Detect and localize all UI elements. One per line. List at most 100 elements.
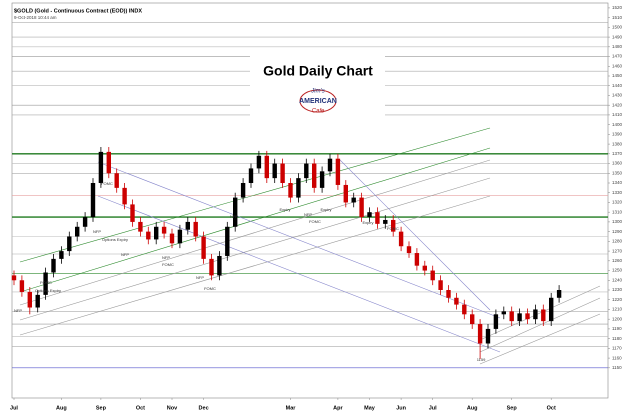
chart-title: Gold Daily Chart (263, 63, 373, 79)
candle-body (217, 255, 222, 276)
y-tick-label: 1320 (612, 200, 623, 205)
candle-body (225, 226, 230, 256)
logo-text: AMERICAN (299, 98, 337, 105)
candle-body (82, 217, 88, 227)
candle-body (193, 221, 198, 237)
candle-body (304, 163, 309, 179)
candle-body (177, 229, 183, 244)
x-tick-label: Aug (467, 405, 478, 411)
y-tick-label: 1390 (612, 132, 623, 137)
candle-body (319, 171, 325, 188)
x-tick-label: Sep (507, 405, 518, 411)
candle-body (549, 297, 554, 322)
candle-body (375, 212, 380, 224)
logo-text: Jim's (310, 89, 324, 95)
trend-line (479, 285, 601, 341)
candle-body (525, 313, 530, 320)
x-tick-label: Aug (56, 405, 67, 411)
logo-ring (299, 89, 337, 113)
candle-body (90, 183, 96, 218)
candle-body (11, 275, 17, 281)
x-tick-label: Jul (10, 405, 18, 411)
candle-body (122, 187, 127, 205)
candle-body (446, 290, 451, 298)
candle-body (359, 197, 364, 218)
y-tick-label: 1160 (612, 355, 622, 360)
candle-body (130, 204, 135, 222)
y-tick-label: 1340 (612, 180, 623, 185)
annotation: NFP (14, 308, 22, 313)
candle-body (288, 183, 293, 198)
annotation: 1159 (477, 357, 486, 362)
candle-body (138, 221, 143, 232)
candle-body (75, 226, 80, 237)
candle-body (430, 270, 435, 281)
candle-body (114, 173, 119, 188)
x-tick-label: May (364, 405, 376, 411)
annotation: FOMC (204, 286, 216, 291)
y-tick-label: 1170 (612, 346, 622, 351)
candle-body (406, 246, 412, 254)
candle-body (256, 155, 262, 169)
y-tick-label: 1380 (612, 141, 623, 146)
candle-body (422, 265, 427, 271)
y-tick-label: 1370 (612, 151, 623, 156)
y-tick-label: 1430 (612, 93, 623, 98)
x-tick-label: Mar (286, 405, 297, 411)
candle-body (67, 236, 72, 252)
annotation: FOMC (101, 181, 113, 186)
annotation: FOMC (387, 226, 399, 231)
candle-body (485, 328, 491, 344)
candle-body (59, 251, 64, 259)
trend-line (97, 161, 501, 319)
candle-body (248, 168, 254, 184)
annotation: FOMC (162, 262, 174, 267)
y-tick-label: 1440 (612, 83, 623, 88)
annotation: NFP (196, 275, 204, 280)
y-tick-label: 1230 (612, 287, 623, 292)
candle-body (501, 311, 506, 315)
y-tick-label: 1490 (612, 34, 623, 39)
candle-body (351, 197, 356, 203)
x-tick-label: Oct (547, 405, 556, 411)
candle-body (27, 291, 32, 308)
y-tick-label: 1460 (612, 63, 623, 68)
y-tick-label: 1280 (612, 239, 623, 244)
candle-body (517, 313, 522, 322)
candle-body (367, 212, 372, 218)
annotation: Expiry (362, 220, 373, 225)
y-tick-label: 1250 (612, 268, 623, 273)
candle-body (533, 309, 538, 320)
trend-line (19, 147, 491, 293)
trend-line (339, 159, 491, 311)
y-tick-label: 1210 (612, 307, 623, 312)
candle-body (280, 163, 285, 184)
annotation: Expiry (320, 207, 331, 212)
levels (12, 22, 608, 369)
y-tick-label: 1240 (612, 277, 623, 282)
x-tick-label: Oct (136, 405, 145, 411)
candle-body (296, 178, 301, 198)
candle-body (161, 226, 167, 234)
candle-body (327, 158, 333, 172)
candle-body (264, 155, 269, 179)
x-tick-label: Dec (199, 405, 209, 411)
y-tick-label: 1360 (612, 161, 623, 166)
candle-body (438, 280, 443, 291)
y-tick-label: 1400 (612, 122, 623, 127)
annotation: NFP (93, 229, 101, 234)
candle-body (154, 226, 159, 240)
y-tick-label: 1310 (612, 209, 623, 214)
y-tick-label: 1190 (612, 326, 622, 331)
chart-header: $GOLD (Gold - Continuous Contract (EOD))… (14, 8, 142, 14)
x-tick-label: Jun (396, 405, 406, 411)
annotation: Options Expiry (35, 288, 61, 293)
y-tick-label: 1200 (612, 316, 623, 321)
y-tick-label: 1260 (612, 258, 623, 263)
candle-body (233, 197, 238, 227)
candle-body (169, 233, 175, 244)
trend-line (19, 159, 491, 306)
candle-body (556, 290, 562, 298)
y-tick-label: 1520 (612, 5, 623, 10)
